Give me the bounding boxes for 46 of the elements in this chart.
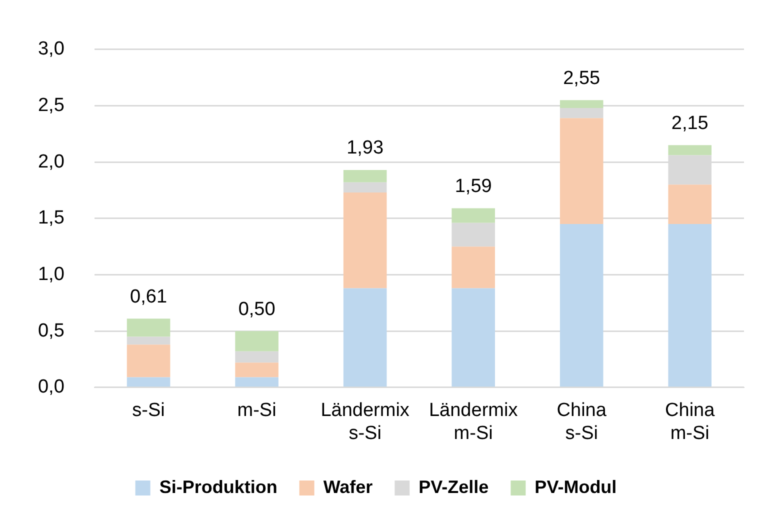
total-label: 2,55	[563, 68, 600, 89]
bar	[452, 288, 495, 387]
bar	[452, 208, 495, 223]
x-tick-label: China s-Si	[556, 400, 607, 444]
y-tick-label: 0,5	[38, 320, 64, 342]
bar	[343, 182, 387, 192]
x-tick-label: s-Si	[132, 400, 165, 422]
bar	[668, 184, 712, 224]
bar	[668, 145, 712, 156]
x-tick-label: Ländermix s-Si	[320, 400, 410, 444]
y-tick-label: 2,0	[38, 151, 64, 172]
legend-label: Wafer	[323, 476, 373, 497]
y-tick-label: 3,0	[38, 38, 64, 60]
bar	[235, 377, 278, 387]
bar	[235, 331, 278, 352]
total-label: 2,15	[671, 112, 708, 134]
bar	[668, 224, 712, 387]
bar	[560, 108, 604, 118]
x-tick-label: China m-Si	[665, 400, 716, 444]
bar	[560, 100, 604, 108]
bar	[235, 362, 278, 378]
x-tick-label: m-Si	[237, 400, 276, 422]
total-label: 0,50	[238, 298, 276, 320]
bar	[560, 118, 604, 224]
legend-label: PV-Modul	[534, 476, 617, 497]
bar	[126, 336, 170, 345]
bar	[343, 288, 387, 387]
y-tick-label: 2,5	[38, 94, 64, 116]
total-label: 1,93	[346, 138, 384, 159]
y-tick-label: 1,0	[38, 264, 64, 285]
total-label: 0,61	[130, 286, 168, 308]
x-tick-label: Ländermix m-Si	[428, 400, 518, 444]
bar	[126, 344, 170, 378]
legend-label: PV-Zelle	[418, 476, 489, 497]
bar	[560, 224, 604, 387]
bar	[235, 351, 278, 363]
y-tick-label: 0,0	[38, 376, 64, 398]
bar	[452, 246, 495, 288]
legend-label: Si-Produktion	[159, 476, 278, 497]
bar	[343, 170, 387, 182]
total-label: 1,59	[454, 176, 492, 197]
bar	[126, 318, 170, 337]
y-tick-label: 1,5	[38, 208, 64, 229]
bar	[343, 192, 387, 288]
bar	[452, 222, 495, 247]
bar	[126, 377, 170, 387]
